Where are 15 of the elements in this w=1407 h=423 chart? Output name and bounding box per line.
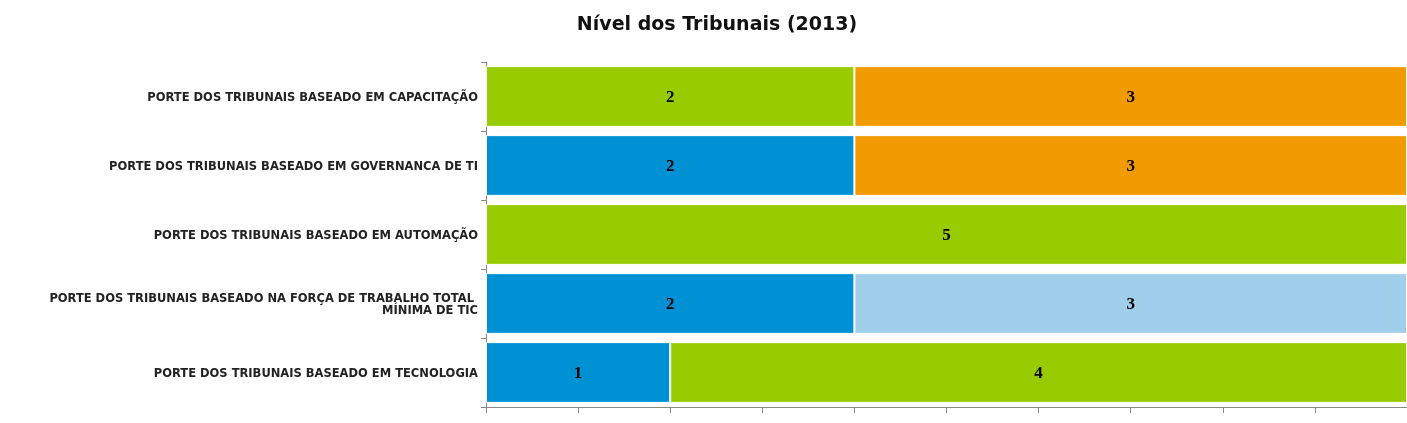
data-label: 4 bbox=[1034, 363, 1044, 382]
data-label: 3 bbox=[1126, 156, 1135, 175]
y-tick-label: PORTE DOS TRIBUNAIS BASEADO EM CAPACITAÇÃO bbox=[147, 88, 479, 104]
y-tick-label: PORTE DOS TRIBUNAIS BASEADO NA FORÇA DE TRABALHO TOTAL MÍNIMA DE TIC bbox=[49, 290, 478, 317]
data-label: 3 bbox=[1126, 87, 1135, 106]
data-label: 5 bbox=[942, 225, 951, 244]
y-tick-label: PORTE DOS TRIBUNAIS BASEADO EM AUTOMAÇÃO bbox=[153, 226, 479, 242]
data-label: 1 bbox=[573, 363, 583, 382]
data-label: 2 bbox=[665, 156, 675, 175]
y-tick-label: PORTE DOS TRIBUNAIS BASEADO EM GOVERNANCA DE TI bbox=[109, 158, 478, 173]
chart-title: Nível dos Tribunais (2013) bbox=[576, 11, 858, 34]
data-label: 3 bbox=[1126, 294, 1135, 313]
data-label: 2 bbox=[665, 294, 675, 313]
y-tick-label: PORTE DOS TRIBUNAIS BASEADO EM TECNOLOGIA bbox=[153, 365, 479, 380]
data-label: 2 bbox=[665, 87, 675, 106]
